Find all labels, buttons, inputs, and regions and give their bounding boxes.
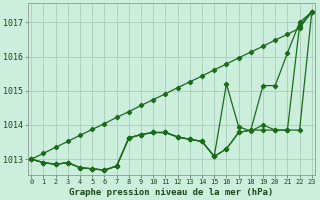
X-axis label: Graphe pression niveau de la mer (hPa): Graphe pression niveau de la mer (hPa) xyxy=(69,188,274,197)
